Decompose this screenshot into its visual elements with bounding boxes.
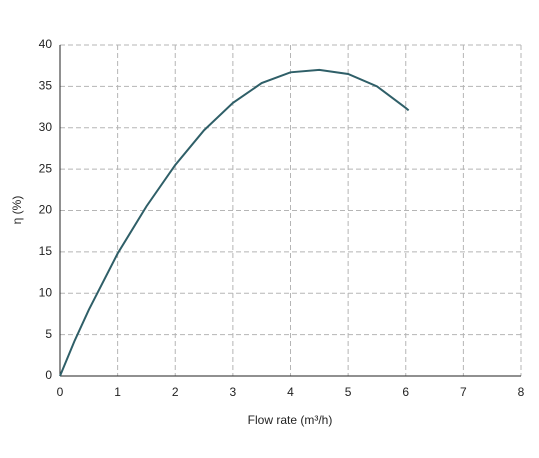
y-tick-label: 25 <box>39 161 53 175</box>
x-tick-label: 3 <box>230 385 237 399</box>
y-tick-label: 0 <box>45 368 52 382</box>
x-tick-label: 5 <box>345 385 352 399</box>
x-tick-label: 6 <box>402 385 409 399</box>
y-tick-label: 40 <box>39 37 53 51</box>
x-tick-label: 1 <box>114 385 121 399</box>
y-tick-label: 5 <box>45 327 52 341</box>
y-tick-label: 10 <box>39 285 53 299</box>
x-tick-label: 0 <box>57 385 64 399</box>
x-tick-label: 8 <box>518 385 525 399</box>
data-line <box>59 68 410 377</box>
y-tick-label: 15 <box>39 244 53 258</box>
y-tick-label: 20 <box>39 203 53 217</box>
y-tick-label: 30 <box>39 120 53 134</box>
x-tick-label: 2 <box>172 385 179 399</box>
y-axis-label: η (%) <box>10 196 24 225</box>
x-axis-label: Flow rate (m³/h) <box>248 413 333 427</box>
y-tick-label: 35 <box>39 79 53 93</box>
x-tick-label: 4 <box>287 385 294 399</box>
x-tick-label: 7 <box>460 385 467 399</box>
